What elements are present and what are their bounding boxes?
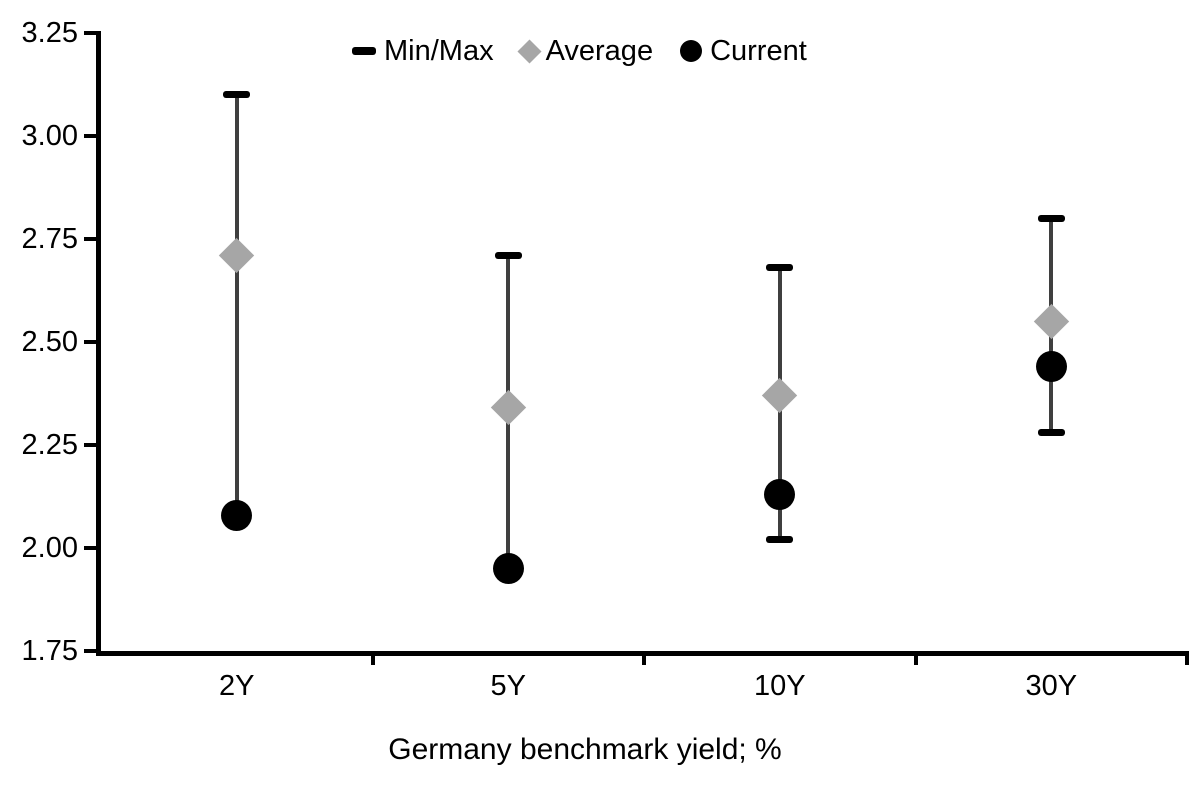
x-axis-category-label: 2Y <box>219 670 255 702</box>
max-cap-marker <box>494 251 522 259</box>
average-marker <box>1033 303 1069 340</box>
x-axis-tick <box>370 651 375 665</box>
legend: Min/Max Average Current <box>352 31 807 71</box>
x-axis-title: Germany benchmark yield; % <box>388 733 782 766</box>
average-marker <box>762 377 798 414</box>
average-marker <box>490 390 526 426</box>
minmax-dash-icon <box>352 47 376 55</box>
y-axis-tick <box>84 649 96 653</box>
max-cap-marker <box>223 91 251 99</box>
legend-label-minmax: Min/Max <box>384 35 494 67</box>
x-axis-category-label: 5Y <box>490 670 526 702</box>
current-circle-icon <box>680 40 703 62</box>
y-axis-tick-label: 2.25 <box>21 429 78 461</box>
x-axis-line <box>96 651 1187 656</box>
y-axis-tick-label: 2.00 <box>21 532 78 564</box>
y-axis-tick <box>84 340 96 344</box>
x-axis-category-label: 10Y <box>753 670 806 702</box>
y-axis-tick <box>84 134 96 138</box>
legend-item-minmax: Min/Max <box>352 34 494 68</box>
min-cap-marker <box>766 536 794 544</box>
y-axis-tick-label: 2.50 <box>21 326 78 358</box>
minmax-range-line <box>234 94 239 516</box>
legend-item-average: Average <box>517 34 654 68</box>
y-axis-tick <box>84 31 96 35</box>
average-diamond-icon <box>517 38 542 64</box>
average-marker <box>219 237 255 274</box>
x-axis-tick <box>913 651 918 665</box>
x-axis-tick <box>1185 651 1189 665</box>
current-marker <box>1035 351 1067 383</box>
legend-item-current: Current <box>680 34 807 68</box>
max-cap-marker <box>766 264 794 272</box>
x-axis-category-label: 30Y <box>1025 670 1078 702</box>
y-axis-tick-label: 2.75 <box>21 223 78 255</box>
min-cap-marker <box>1037 429 1065 437</box>
y-axis-tick <box>84 443 96 447</box>
y-axis-tick-label: 3.00 <box>21 120 78 152</box>
legend-label-current: Current <box>710 35 807 67</box>
y-axis-line <box>96 31 101 656</box>
y-axis-tick-label: 1.75 <box>21 635 78 667</box>
x-axis-tick <box>642 651 646 665</box>
y-axis-tick-label: 3.25 <box>21 17 78 49</box>
legend-label-average: Average <box>545 35 654 67</box>
max-cap-marker <box>1037 214 1065 222</box>
y-axis-tick <box>84 546 96 550</box>
current-marker <box>492 553 524 585</box>
y-axis-tick <box>84 237 96 241</box>
current-marker <box>221 499 253 531</box>
current-marker <box>764 478 796 510</box>
